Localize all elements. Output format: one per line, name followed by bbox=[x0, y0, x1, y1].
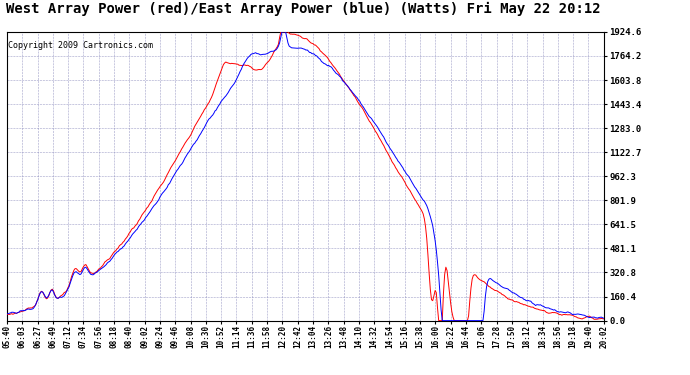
Text: West Array Power (red)/East Array Power (blue) (Watts) Fri May 22 20:12: West Array Power (red)/East Array Power … bbox=[6, 2, 601, 16]
Text: Copyright 2009 Cartronics.com: Copyright 2009 Cartronics.com bbox=[8, 40, 153, 50]
